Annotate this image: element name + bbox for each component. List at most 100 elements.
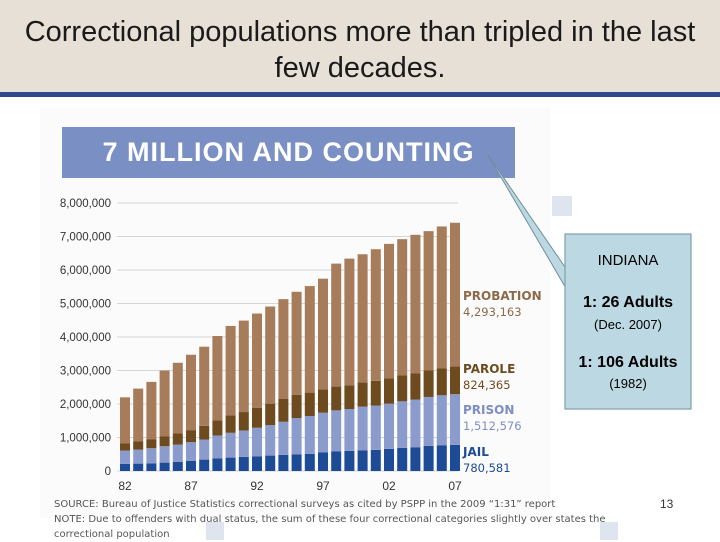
legend-value-parole: 824,365 bbox=[463, 378, 511, 392]
bar-jail-1993 bbox=[265, 455, 276, 471]
bar-prison-1995 bbox=[291, 418, 302, 455]
bar-jail-1984 bbox=[146, 463, 157, 471]
bars bbox=[120, 222, 460, 471]
y-tick-label: 5,000,000 bbox=[60, 299, 111, 311]
bar-jail-2007 bbox=[450, 444, 460, 471]
callout-pointer bbox=[487, 154, 568, 292]
bar-prison-1997 bbox=[318, 412, 328, 453]
bar-parole-1985 bbox=[159, 436, 170, 447]
bar-parole-1983 bbox=[133, 441, 144, 450]
callout-line-2: (Dec. 2007) bbox=[594, 317, 662, 332]
bar-probation-2003 bbox=[397, 239, 408, 376]
bar-parole-2003 bbox=[397, 375, 408, 402]
bar-parole-2000 bbox=[357, 382, 368, 407]
bar-prison-2001 bbox=[370, 405, 381, 450]
chart-title: 7 MILLION AND COUNTING bbox=[102, 137, 475, 167]
bar-prison-1988 bbox=[199, 439, 210, 460]
bar-prison-2003 bbox=[397, 401, 408, 448]
bar-probation-1989 bbox=[212, 335, 223, 421]
y-tick-label: 8,000,000 bbox=[60, 198, 111, 210]
bar-parole-1984 bbox=[146, 439, 157, 449]
bar-probation-1984 bbox=[146, 381, 157, 440]
bar-prison-2002 bbox=[384, 403, 394, 449]
bar-probation-2004 bbox=[410, 234, 421, 374]
y-tick-label: 0 bbox=[105, 466, 111, 478]
note-line: NOTE: Due to offenders with dual status,… bbox=[54, 514, 606, 540]
bar-probation-1992 bbox=[252, 313, 262, 408]
bar-probation-2005 bbox=[423, 231, 434, 371]
bar-parole-1989 bbox=[212, 420, 223, 436]
bar-jail-1997 bbox=[318, 452, 328, 471]
bar-jail-1989 bbox=[212, 458, 223, 471]
bar-jail-1985 bbox=[159, 462, 170, 471]
bar-parole-2005 bbox=[423, 370, 434, 397]
bar-prison-1992 bbox=[252, 427, 262, 457]
bar-probation-1990 bbox=[225, 325, 236, 416]
bar-jail-1983 bbox=[133, 463, 144, 471]
x-axis: 82 87 92 97 02 07 bbox=[118, 479, 462, 493]
y-tick-label: 2,000,000 bbox=[60, 399, 111, 411]
bar-jail-1999 bbox=[344, 450, 355, 471]
bar-probation-1995 bbox=[291, 291, 302, 395]
bar-probation-1997 bbox=[318, 278, 328, 390]
bar-prison-1993 bbox=[265, 425, 276, 456]
bar-parole-1999 bbox=[344, 385, 355, 410]
bar-probation-1985 bbox=[159, 370, 170, 437]
bar-parole-2002 bbox=[384, 378, 394, 404]
bar-prison-2000 bbox=[357, 406, 368, 451]
bar-parole-1982 bbox=[120, 443, 130, 451]
legend-value-probation: 4,293,163 bbox=[463, 305, 522, 319]
bar-prison-2007 bbox=[450, 394, 460, 445]
bar-jail-1990 bbox=[225, 457, 236, 471]
bar-probation-2002 bbox=[384, 243, 394, 379]
bar-prison-1994 bbox=[278, 421, 289, 455]
bar-parole-1998 bbox=[331, 386, 342, 411]
bar-parole-1993 bbox=[265, 403, 276, 426]
bar-probation-2001 bbox=[370, 249, 381, 381]
bar-jail-1987 bbox=[186, 460, 196, 471]
decor-square bbox=[206, 522, 224, 540]
x-tick-label: 92 bbox=[250, 479, 264, 493]
source-note: SOURCE: Bureau of Justice Statistics cor… bbox=[54, 497, 644, 542]
bar-parole-1987 bbox=[186, 430, 196, 443]
bar-parole-1996 bbox=[304, 392, 315, 417]
legend-label-probation: PROBATION bbox=[463, 289, 542, 303]
bar-prison-2005 bbox=[423, 396, 434, 446]
bar-parole-1990 bbox=[225, 415, 236, 433]
bar-prison-1987 bbox=[186, 442, 196, 461]
bar-jail-1996 bbox=[304, 453, 315, 471]
bar-jail-1982 bbox=[120, 463, 130, 471]
bar-parole-1997 bbox=[318, 389, 328, 413]
y-tick-label: 1,000,000 bbox=[60, 433, 111, 445]
legend-label-jail: JAIL bbox=[462, 445, 489, 459]
bar-prison-1986 bbox=[172, 444, 183, 462]
callout-box bbox=[564, 233, 692, 410]
bar-jail-1994 bbox=[278, 454, 289, 471]
bar-probation-1996 bbox=[304, 286, 315, 393]
decor-square bbox=[600, 522, 618, 540]
bar-prison-1984 bbox=[146, 448, 157, 464]
legend-value-prison: 1,512,576 bbox=[463, 419, 522, 433]
bar-jail-2003 bbox=[397, 447, 408, 471]
x-tick-label: 82 bbox=[118, 479, 132, 493]
bar-parole-1994 bbox=[278, 398, 289, 422]
bar-jail-2006 bbox=[436, 445, 447, 471]
bar-prison-1999 bbox=[344, 409, 355, 451]
bar-probation-1983 bbox=[133, 388, 144, 442]
bar-probation-1994 bbox=[278, 299, 289, 399]
bar-probation-1993 bbox=[265, 306, 276, 404]
y-tick-label: 6,000,000 bbox=[60, 265, 111, 277]
bar-probation-1988 bbox=[199, 346, 210, 426]
bar-probation-1991 bbox=[238, 320, 249, 413]
legend-value-jail: 780,581 bbox=[463, 461, 511, 475]
bar-parole-1992 bbox=[252, 407, 262, 428]
legend-label-prison: PRISON bbox=[463, 403, 514, 417]
bar-parole-1986 bbox=[172, 433, 183, 445]
bar-parole-1995 bbox=[291, 394, 302, 419]
bar-parole-2004 bbox=[410, 373, 421, 400]
y-tick-label: 7,000,000 bbox=[60, 232, 111, 244]
bar-parole-1991 bbox=[238, 412, 249, 431]
bar-probation-2006 bbox=[436, 226, 447, 369]
bar-probation-1987 bbox=[186, 354, 196, 431]
